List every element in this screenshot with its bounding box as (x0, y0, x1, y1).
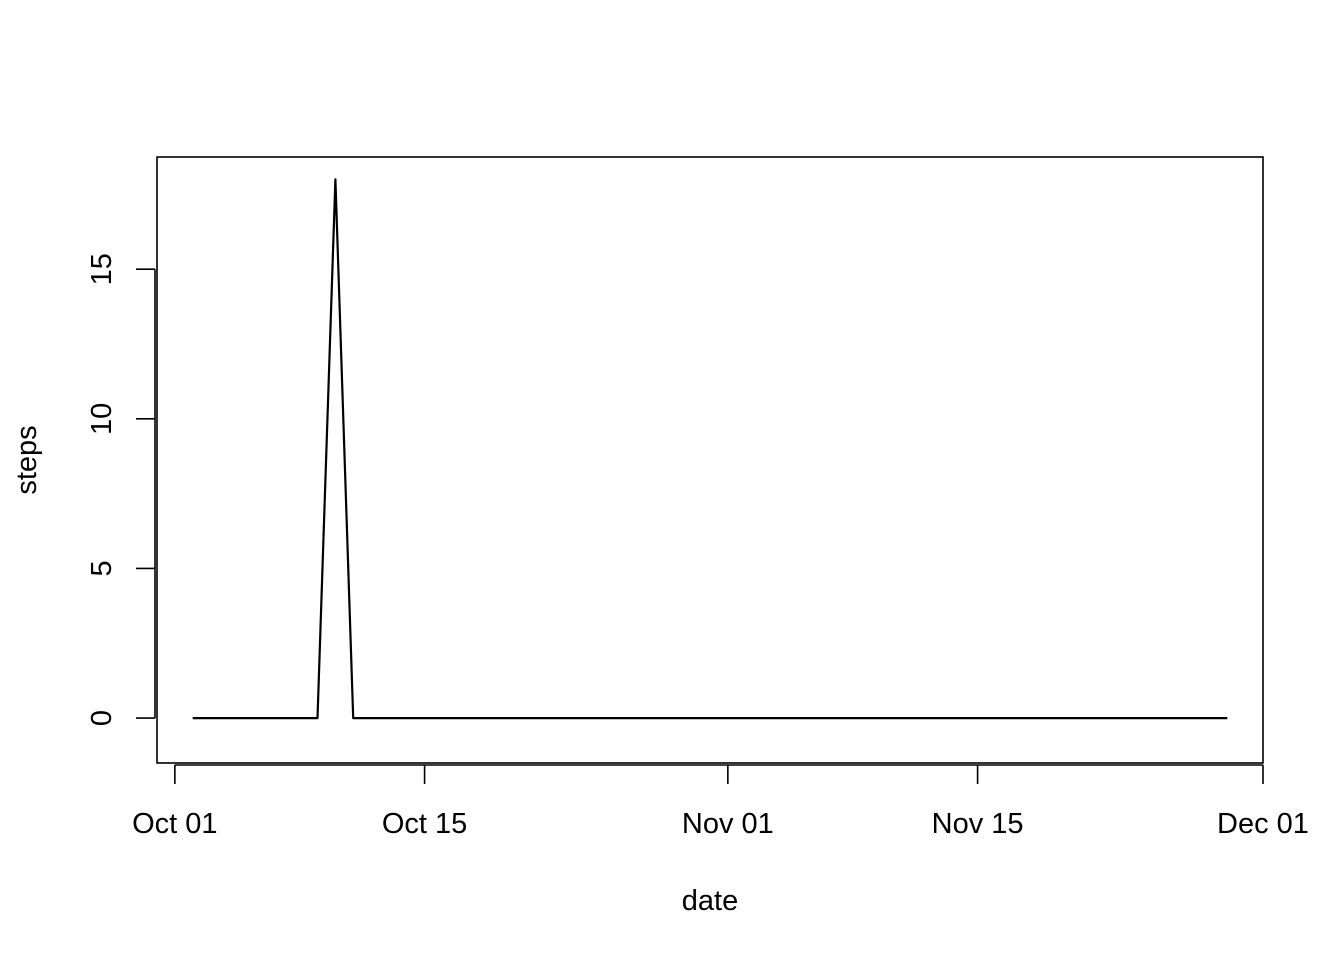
y-axis-label: steps (11, 425, 43, 494)
x-axis: Oct 01 Oct 15 Nov 01 Nov 15 Dec 01 (132, 764, 1309, 840)
x-axis-label: date (682, 885, 738, 917)
x-tick-label: Dec 01 (1217, 808, 1309, 840)
y-tick-label: 5 (86, 560, 118, 576)
plot-frame (156, 156, 1264, 764)
series-line (192, 178, 1228, 720)
x-tick-label: Nov 15 (932, 808, 1024, 840)
y-axis: 0 5 10 15 (86, 253, 156, 726)
y-tick-label: 10 (86, 403, 118, 435)
x-tick-label: Oct 15 (382, 808, 467, 840)
x-tick-label: Oct 01 (132, 808, 217, 840)
x-tick-label: Nov 01 (682, 808, 774, 840)
y-tick-label: 15 (86, 253, 118, 285)
series-layer (192, 178, 1228, 720)
y-tick-label: 0 (86, 710, 118, 726)
